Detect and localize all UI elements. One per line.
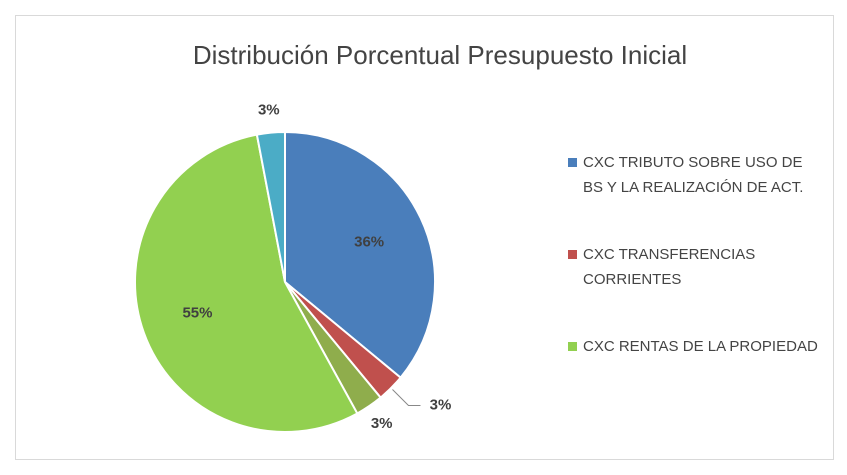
- leader-line: [392, 389, 421, 406]
- data-label: 55%: [182, 304, 212, 321]
- legend-label: CXC TRIBUTO SOBRE USO DE BS Y LA REALIZA…: [583, 154, 804, 196]
- data-label: 3%: [430, 396, 452, 413]
- legend-swatch: [568, 158, 577, 167]
- legend-label: CXC TRANSFERENCIAS CORRIENTES: [583, 246, 756, 288]
- data-label: 3%: [258, 102, 280, 119]
- legend-label: CXC RENTAS DE LA PROPIEDAD: [583, 338, 818, 355]
- pie-slice: [255, 130, 286, 283]
- data-label: 36%: [354, 233, 384, 250]
- legend-swatch: [568, 250, 577, 259]
- chart-title: Distribución Porcentual Presupuesto Inic…: [193, 40, 687, 70]
- legend-swatch: [568, 342, 577, 351]
- data-label: 3%: [371, 415, 393, 432]
- pie-slice: [134, 133, 359, 433]
- pie-slice: [284, 130, 436, 380]
